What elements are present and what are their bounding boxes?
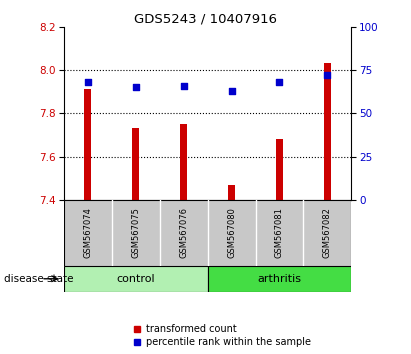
Bar bbox=[64, 266, 208, 292]
Text: GSM567082: GSM567082 bbox=[323, 207, 332, 258]
Bar bbox=[228, 185, 235, 200]
Bar bbox=[132, 129, 139, 200]
Point bbox=[228, 88, 235, 93]
Point bbox=[324, 72, 331, 78]
Text: arthritis: arthritis bbox=[257, 274, 302, 284]
Text: GSM567076: GSM567076 bbox=[179, 207, 188, 258]
Text: disease state: disease state bbox=[4, 274, 74, 284]
Text: GSM567074: GSM567074 bbox=[83, 207, 92, 258]
Legend: transformed count, percentile rank within the sample: transformed count, percentile rank withi… bbox=[133, 325, 311, 347]
Point bbox=[132, 85, 139, 90]
Point bbox=[276, 79, 283, 85]
Bar bbox=[180, 124, 187, 200]
Bar bbox=[84, 90, 91, 200]
Point bbox=[84, 79, 91, 85]
Bar bbox=[208, 266, 351, 292]
Text: GDS5243 / 10407916: GDS5243 / 10407916 bbox=[134, 12, 277, 25]
Point bbox=[180, 83, 187, 88]
Bar bbox=[324, 63, 331, 200]
Text: control: control bbox=[116, 274, 155, 284]
Text: GSM567075: GSM567075 bbox=[131, 207, 140, 258]
Bar bbox=[276, 139, 283, 200]
Text: GSM567081: GSM567081 bbox=[275, 207, 284, 258]
Text: GSM567080: GSM567080 bbox=[227, 207, 236, 258]
